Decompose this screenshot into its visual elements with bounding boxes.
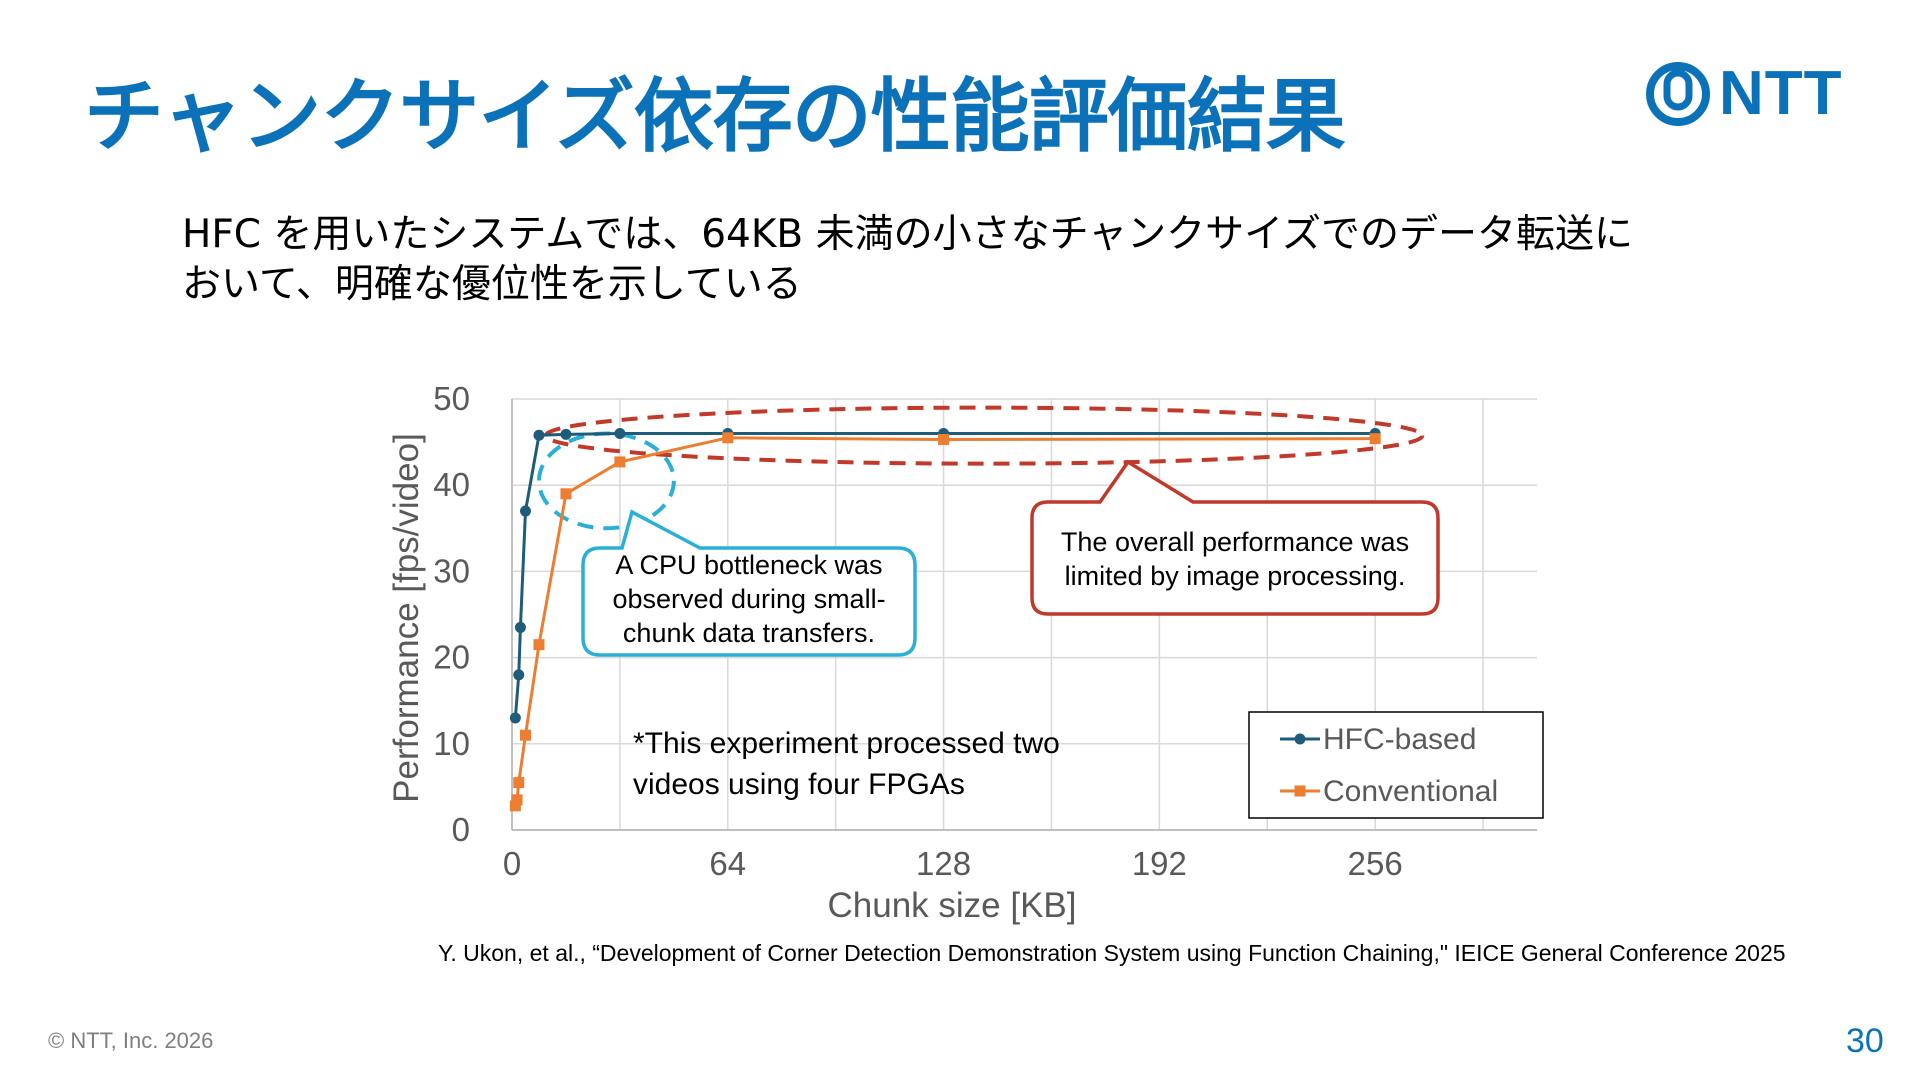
- y-tick-label: 20: [433, 639, 470, 676]
- x-tick-label: 0: [503, 845, 521, 882]
- overall-callout-bubble: [1030, 459, 1440, 616]
- x-tick-label: 192: [1132, 845, 1187, 882]
- y-axis-title: Performance [fps/video]: [387, 433, 426, 803]
- data-point-conventional: [560, 488, 572, 500]
- overall-performance-callout: The overall performance was limited by i…: [1030, 459, 1440, 616]
- slide-title: チャンクサイズ依存の性能評価結果: [84, 70, 1346, 163]
- cpu-callout-bubble: [581, 509, 917, 657]
- data-point-hfc: [614, 427, 626, 439]
- cpu-callout-line-1: A CPU bottleneck was: [615, 550, 882, 580]
- chart-axes: 0 10 20 30 40 50 0 64 128 192 256: [433, 380, 1537, 882]
- large-chunk-highlight-ellipse: [543, 405, 1425, 466]
- legend-conventional-label: Conventional: [1323, 775, 1498, 808]
- subtitle-line-2: おいて、明確な優位性を示している: [182, 262, 802, 307]
- footer-copyright: © NTT, Inc. 2026: [48, 1028, 214, 1053]
- data-point-conventional: [511, 794, 523, 806]
- data-point-conventional: [533, 639, 545, 651]
- data-point-conventional: [722, 432, 734, 444]
- experiment-note-line-1: *This experiment processed two: [633, 727, 1060, 760]
- ntt-logo-icon: [1646, 61, 1710, 126]
- legend-box: [1248, 711, 1544, 819]
- data-point-conventional: [519, 729, 531, 741]
- data-point-hfc: [509, 712, 521, 724]
- legend-conventional-marker: [1294, 785, 1306, 797]
- data-point-hfc: [519, 505, 531, 517]
- page-number: 30: [1846, 1022, 1884, 1060]
- data-point-conventional: [1369, 433, 1381, 445]
- legend-hfc-label: HFC-based: [1323, 723, 1476, 756]
- x-axis-title: Chunk size [KB]: [828, 886, 1077, 925]
- subtitle-line-1: HFC を用いたシステムでは、64KB 未満の小さなチャンクサイズでのデータ転送…: [182, 212, 1634, 257]
- overall-callout-line-1: The overall performance was: [1061, 527, 1409, 557]
- series-line-hfc: [513, 431, 1376, 719]
- chart-series: [509, 427, 1381, 812]
- cpu-callout-line-3: chunk data transfers.: [623, 618, 875, 648]
- overall-callout-line-2: limited by image processing.: [1065, 561, 1406, 591]
- chart-legend: HFC-based Conventional: [1248, 711, 1544, 819]
- data-point-conventional: [509, 800, 521, 812]
- data-point-conventional: [614, 456, 626, 468]
- series-line-conventional: [513, 436, 1376, 807]
- data-point-hfc: [533, 429, 545, 441]
- slide-subtitle: HFC を用いたシステムでは、64KB 未満の小さなチャンクサイズでのデータ転送…: [182, 210, 1742, 310]
- cpu-bottleneck-callout: A CPU bottleneck was observed during sma…: [581, 509, 917, 657]
- x-tick-label: 128: [916, 845, 971, 882]
- y-tick-label: 0: [452, 811, 470, 848]
- y-tick-label: 30: [433, 552, 470, 589]
- x-tick-label: 64: [709, 845, 746, 882]
- ntt-logo-text: NTT: [1719, 59, 1843, 128]
- small-chunk-highlight-ellipse: [536, 431, 676, 531]
- y-tick-label: 50: [433, 380, 470, 417]
- data-point-conventional: [513, 777, 525, 789]
- y-tick-label: 10: [433, 725, 470, 762]
- data-point-conventional: [938, 434, 950, 446]
- data-point-hfc: [514, 621, 526, 633]
- experiment-note-line-2: videos using four FPGAs: [633, 768, 965, 801]
- data-point-hfc: [513, 669, 525, 681]
- x-tick-label: 256: [1348, 845, 1403, 882]
- cpu-callout-line-2: observed during small-: [612, 584, 885, 614]
- citation: Y. Ukon, et al., “Development of Corner …: [438, 940, 1786, 966]
- ntt-logo: NTT: [1645, 58, 1843, 129]
- data-point-hfc: [560, 428, 572, 440]
- y-tick-label: 40: [433, 466, 470, 503]
- legend-hfc-marker: [1294, 733, 1306, 745]
